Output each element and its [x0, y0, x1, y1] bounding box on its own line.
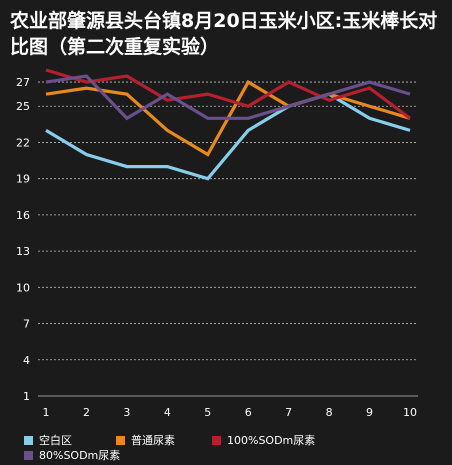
legend-label: 普通尿素: [131, 434, 175, 447]
series-line-3: [45, 68, 411, 120]
chart-title: 农业部肇源县头台镇8月20日玉米小区:玉米棒长对比图（第二次重复实验）: [10, 10, 438, 58]
series-line-1: [45, 92, 411, 181]
x-tick-label: 1: [43, 406, 50, 419]
x-tick-label: 2: [83, 406, 90, 419]
y-tick-label: 25: [16, 100, 30, 113]
y-tick-label: 10: [16, 281, 30, 294]
legend-label: 空白区: [39, 434, 72, 447]
y-tick-label: 27: [16, 76, 30, 89]
x-tick-label: 7: [285, 406, 292, 419]
y-tick-label: 1: [23, 390, 30, 403]
legend: 空白区 普通尿素 100%SODm尿素 80%SODm尿素: [24, 432, 444, 464]
x-tick-label: 10: [403, 406, 417, 419]
y-tick-label: 7: [23, 318, 30, 331]
y-tick-label: 22: [16, 136, 30, 149]
legend-label: 100%SODm尿素: [227, 434, 316, 447]
x-tick-label: 8: [326, 406, 333, 419]
y-tick-label: 4: [23, 354, 30, 367]
x-tick-label: 5: [204, 406, 211, 419]
legend-item: 空白区: [24, 432, 72, 448]
x-tick-label: 4: [164, 406, 171, 419]
series-line-4: [45, 74, 411, 121]
legend-item: 80%SODm尿素: [24, 447, 120, 463]
y-tick-label: 16: [16, 209, 30, 222]
x-tick-label: 3: [123, 406, 130, 419]
legend-swatch: [24, 435, 33, 445]
legend-item: 100%SODm尿素: [212, 432, 315, 448]
legend-swatch: [24, 450, 33, 460]
x-tick-label: 9: [366, 406, 373, 419]
x-tick-label: 6: [245, 406, 252, 419]
legend-label: 80%SODm尿素: [39, 449, 121, 462]
legend-swatch: [212, 435, 221, 445]
legend-swatch: [116, 435, 125, 445]
y-tick-label: 13: [16, 245, 30, 258]
y-tick-label: 19: [16, 173, 30, 186]
legend-item: 普通尿素: [116, 432, 175, 448]
